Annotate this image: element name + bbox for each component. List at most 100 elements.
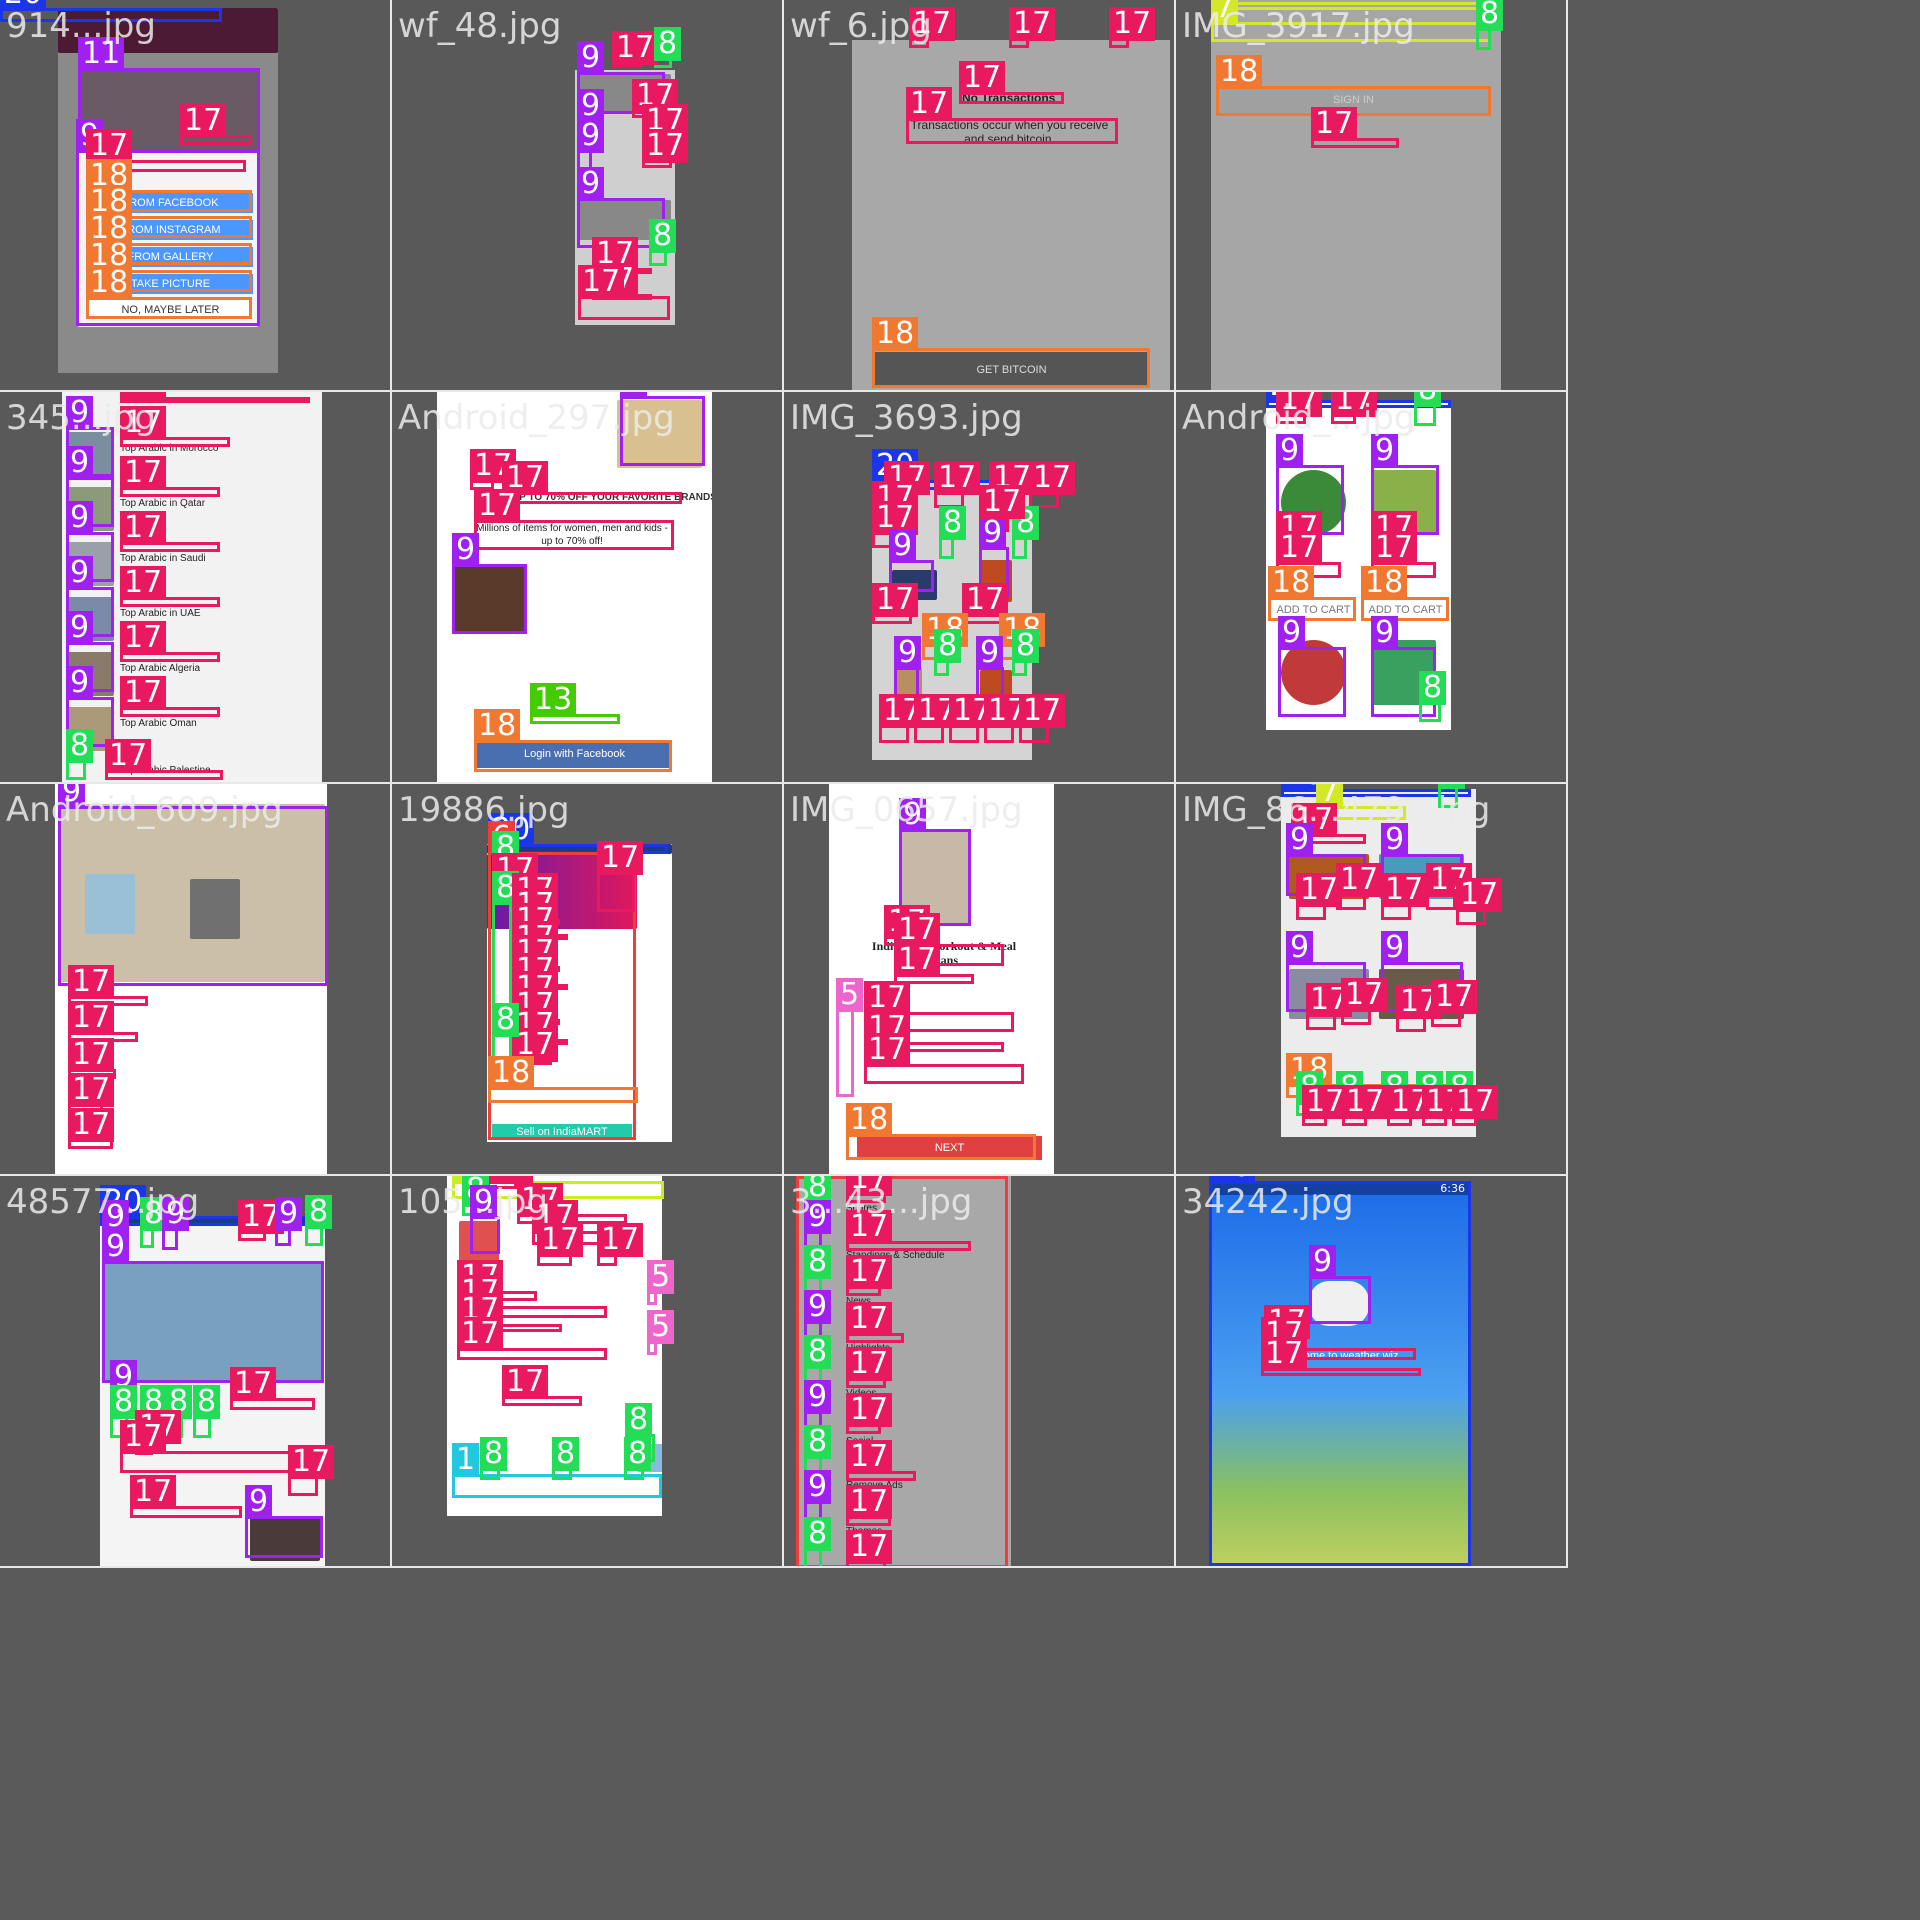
tile-filename: wf_48.jpg [398,6,562,46]
annotation-class-label: 8 [1414,392,1442,407]
show-banner [103,1261,323,1381]
annotation-box-17: 17 [238,1200,285,1241]
annotation-class-label: 17 [846,1530,893,1564]
annotation-box-17: 17 [872,583,919,624]
annotation-class-label: 17 [1302,1085,1349,1119]
annotation-class-label: 9 [66,611,94,645]
annotation-class-label: 17 [612,31,659,65]
annotation-class-label: 5 [647,1260,675,1294]
annotation-box-9: 9 [979,516,1009,597]
annotation-class-label: 17 [1342,1085,1389,1119]
annotation-class-label: 17 [909,7,956,41]
annotation-class-label: 9 [1286,823,1314,857]
dismiss-button[interactable]: NO, MAYBE LATER [88,300,253,320]
menu-item-label: Standings & Schedule [846,1250,945,1261]
annotation-class-label: 9 [889,529,917,563]
annotation-box-17: 17 [642,129,689,168]
tile-filename: 345...jpg [6,398,156,438]
annotation-box-8: 8 [1414,392,1442,426]
annotation-box-7: 7 [1211,0,1491,42]
annotation-box-9: 9 [1371,616,1436,717]
annotation-class-label: 8 [1476,0,1504,31]
product-detail-screen [55,784,327,1174]
annotation-box-17: 17 [949,694,996,743]
annotation-box-17: 17 [984,694,1031,743]
annotation-box-8: 8 [1012,506,1040,559]
annotation-box-9: 9 [452,533,527,634]
annotation-class-label: 17 [230,1367,277,1401]
annotation-box-8: 8 [66,729,94,780]
annotation-class-label: 9 [1371,616,1399,650]
annotation-class-label: 17 [894,943,941,977]
annotation-class-label: 17 [846,1393,893,1427]
annotation-box-8: 8 [939,506,967,559]
annotation-box-8: 8 [305,1195,333,1246]
annotation-box-17: 17 [230,1367,315,1410]
next-button[interactable]: NEXT [857,1136,1042,1160]
annotation-box-17: 17 [1311,107,1399,148]
tile-filename: 34242.jpg [1182,1182,1354,1222]
annotation-class-label: 8 [1419,671,1447,705]
annotation-class-label: 17 [846,1176,893,1196]
annotation-class-label: 17 [846,1485,893,1519]
annotation-box-17: 17 [1019,694,1066,743]
tile-1: wf_48.jpg99991781717171717817 [392,0,784,392]
sell-button[interactable]: Sell on IndiaMART [492,1124,632,1140]
annotation-box-9: 9 [102,1230,324,1383]
annotation-box-17: 17 [474,489,674,550]
annotation-box-17: 17 [1302,1085,1349,1126]
tile-filename: IMG_86...479...jpg [1182,790,1491,830]
playlist-title: Top Arabic in Saudi [120,553,206,564]
annotation-class-label: 18 [1268,566,1315,600]
annotation-box-17: 17 [1341,978,1388,1025]
annotation-box-17: 17 [120,566,220,607]
annotation-class-label: 17 [846,1210,893,1244]
annotation-class-label: 17 [846,1302,893,1336]
annotation-class-label: 18 [1361,566,1408,600]
add-to-cart-button[interactable]: ADD TO CART [1271,600,1356,620]
tile-4: 345...jpg Top Arabic in Morocco Top Arabic… [0,392,392,784]
get-bitcoin-button[interactable]: GET BITCOIN [874,352,1149,388]
annotation-box-17: 17 [1396,985,1443,1032]
tile-12: 48577...jpg20989179899178888171717179 [0,1176,392,1568]
annotation-box-8: 8 [1476,0,1504,50]
annotation-box-17: 17 [68,1108,115,1149]
santa-product-image [1281,640,1346,705]
annotation-class-label: 17 [1431,980,1478,1014]
annotation-class-label: 9 [899,798,927,832]
promo-title: UP TO 70% OFF YOUR FAVORITE BRANDS [512,492,712,503]
annotation-box-5: 5 [647,1260,675,1305]
annotation-class-label: 18 [872,317,919,351]
annotation-class-label: 8 [1012,629,1040,663]
annotation-class-label: 17 [120,392,167,400]
annotation-class-label: 8 [480,1437,508,1471]
bottom-nav-box: 1 [452,1443,662,1498]
annotation-class-label: 8 [110,1385,138,1419]
annotation-class-label: 17 [120,456,167,490]
annotation-box-17: 17 [120,676,220,717]
add-to-cart-button[interactable]: ADD TO CART [1363,600,1448,620]
annotation-box-8: 8 [649,219,677,266]
annotation-class-label: 17 [68,1108,115,1142]
annotation-box-18: 18 [1361,566,1449,621]
annotation-class-label: 9 [804,1380,832,1414]
annotation-class-label: 17 [68,1001,115,1035]
annotation-box-17: 17 [288,1445,335,1496]
annotation-class-label: 17 [68,965,115,999]
annotation-class-label: 17 [1311,107,1358,141]
annotation-class-label: 9 [577,89,605,123]
annotation-class-label: 8 [649,219,677,253]
facebook-login-button[interactable]: Login with Facebook [477,740,672,768]
annotation-box-17: 17 [1422,1085,1469,1126]
annotation-class-label: 17 [906,87,953,121]
annotation-box-9: 9 [162,1197,190,1250]
annotation-box-17: 17 [578,265,670,320]
annotation-box-17: 17 [1009,7,1056,48]
annotation-box-8: 8 [1438,784,1466,808]
annotation-box-9: 9 [1309,1245,1371,1324]
annotation-class-label: 17 [1276,531,1323,565]
annotation-class-label: 17 [68,1038,115,1072]
annotation-box-17: 17 [846,1393,893,1434]
tile-filename: 105...jpg [398,1182,548,1222]
